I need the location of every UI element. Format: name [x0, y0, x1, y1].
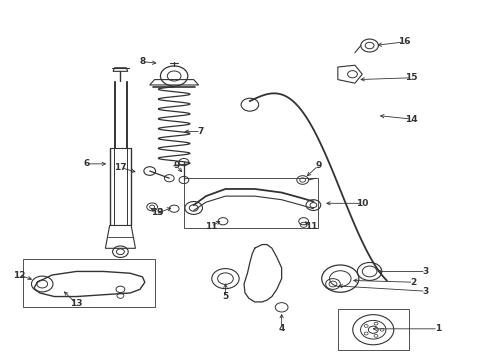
Text: 5: 5 [222, 292, 228, 301]
Text: 2: 2 [411, 278, 416, 287]
Text: 4: 4 [278, 324, 285, 333]
Text: 16: 16 [397, 37, 410, 46]
Text: 11: 11 [204, 222, 217, 231]
Text: 8: 8 [139, 57, 146, 66]
Text: 9: 9 [156, 208, 163, 217]
Text: 3: 3 [423, 287, 429, 296]
Bar [184, 178, 318, 228]
Text: 13: 13 [151, 208, 163, 217]
Bar [338, 309, 409, 350]
Bar [23, 259, 155, 307]
Text: 1: 1 [435, 324, 441, 333]
Text: 3: 3 [423, 267, 429, 276]
Text: 7: 7 [198, 127, 204, 136]
Text: 11: 11 [305, 222, 317, 231]
Text: 14: 14 [405, 114, 417, 123]
Text: 9: 9 [315, 161, 321, 170]
Text: 9: 9 [173, 161, 180, 170]
Text: 15: 15 [405, 73, 417, 82]
Text: 6: 6 [83, 159, 89, 168]
Text: 12: 12 [13, 270, 25, 279]
Text: 13: 13 [70, 299, 83, 308]
Text: 17: 17 [114, 163, 127, 172]
Text: 10: 10 [356, 199, 368, 208]
